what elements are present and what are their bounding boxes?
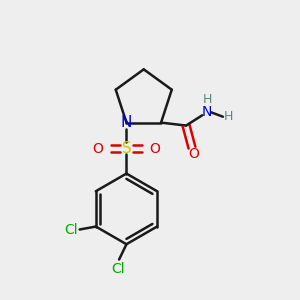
Text: N: N <box>121 115 132 130</box>
Text: O: O <box>92 142 103 155</box>
Text: Cl: Cl <box>111 262 124 276</box>
Text: S: S <box>122 141 131 156</box>
Text: O: O <box>188 147 199 161</box>
Text: N: N <box>202 105 212 119</box>
Text: Cl: Cl <box>64 223 78 236</box>
Text: O: O <box>150 142 160 155</box>
Text: H: H <box>202 93 212 106</box>
Text: H: H <box>224 110 233 123</box>
